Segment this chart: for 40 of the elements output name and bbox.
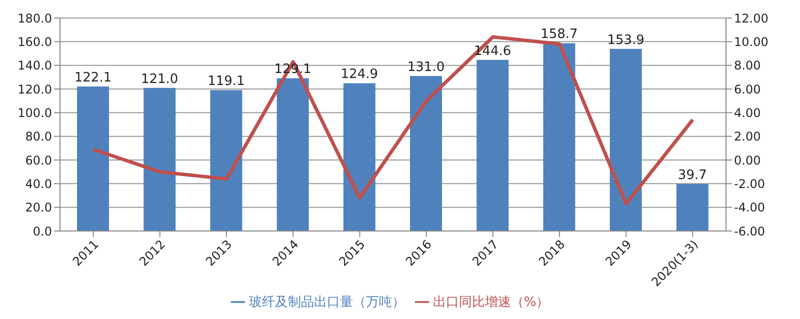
y-tick-label: 120.0 (18, 82, 52, 96)
y-tick-label: 60.0 (25, 153, 52, 168)
y-tick-label: 140.0 (18, 58, 52, 73)
data-label: 124.9 (340, 67, 378, 82)
bar (77, 86, 109, 231)
legend-label: 出口同比增速（%） (432, 295, 550, 310)
data-label: 119.1 (208, 74, 245, 90)
data-label: 122.1 (74, 70, 112, 86)
data-label: 153.9 (607, 32, 644, 48)
y2-tick-label: 0.00 (734, 153, 761, 168)
bar (676, 184, 708, 231)
y-tick-label: 100.0 (18, 106, 52, 120)
bar (476, 60, 509, 231)
bar (343, 83, 376, 231)
data-label: 39.7 (678, 168, 707, 184)
y-tick-label: 40.0 (25, 176, 52, 191)
y2-tick-label: 12.00 (734, 11, 768, 26)
data-label: 158.7 (540, 27, 578, 42)
y-tick-label: 0.0 (32, 224, 52, 238)
bar (543, 43, 576, 231)
y2-tick-label: 6.00 (734, 82, 761, 96)
y2-tick-label: 2.00 (734, 130, 761, 144)
y2-tick-label: 10.00 (734, 34, 768, 49)
y2-tick-label: -2.00 (734, 176, 766, 191)
data-label: 121.0 (140, 72, 178, 87)
y2-tick-label: 8.00 (734, 58, 761, 73)
bar (410, 76, 442, 231)
bar (610, 48, 642, 231)
bar (210, 90, 242, 231)
y2-tick-label: -6.00 (734, 224, 766, 238)
y-tick-label: 160.0 (18, 34, 52, 49)
y-tick-label: 80.0 (25, 130, 52, 144)
legend-label: 玻纤及制品出口量（万吨） (248, 295, 405, 310)
bar (144, 88, 176, 231)
y-tick-label: 180.0 (18, 11, 52, 26)
bar (276, 78, 309, 231)
y-tick-label: 20.0 (25, 200, 52, 215)
y2-tick-label: 4.00 (734, 106, 761, 120)
data-label: 131.0 (407, 60, 445, 75)
y2-tick-label: -4.00 (734, 200, 766, 215)
